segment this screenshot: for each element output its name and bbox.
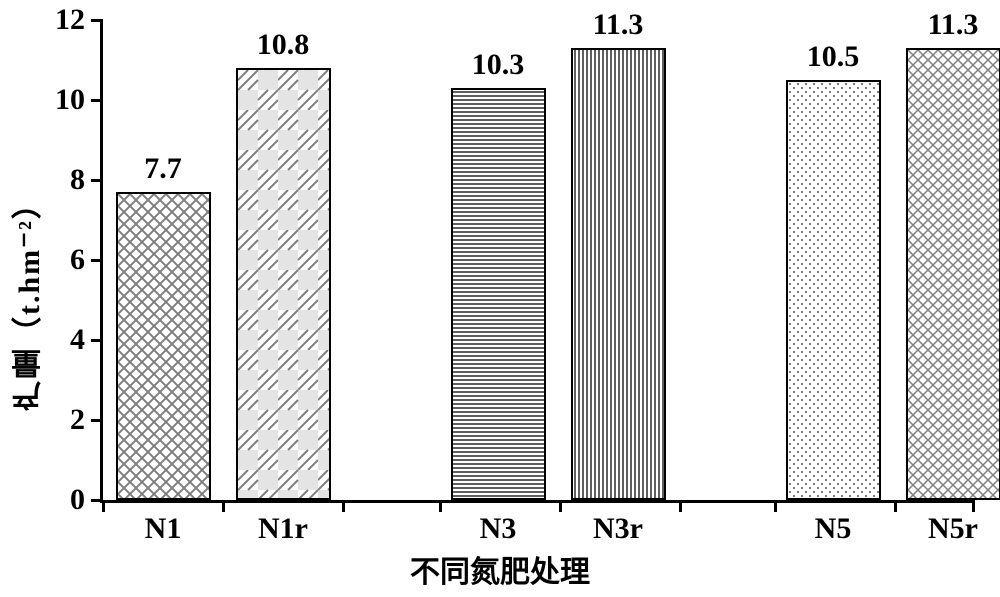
x-tick [894,500,897,512]
x-category-label: N3 [480,500,517,546]
x-tick [342,500,345,512]
bar-N3r [571,48,666,500]
bar-value-label: 10.5 [807,40,860,74]
bar-N5 [786,80,881,500]
x-tick [774,500,777,512]
y-axis-label: 产量（t.hm⁻²） [8,187,52,411]
bar-value-label: 7.7 [144,152,182,186]
bar-value-label: 11.3 [928,8,979,42]
y-tick-label: 10 [55,83,103,117]
y-tick-label: 2 [70,403,103,437]
x-tick [439,500,442,512]
y-tick-label: 6 [70,243,103,277]
plot-area: 0246810127.7N110.8N1r10.3N311.3N3r10.5N5… [100,20,973,503]
chart-container: 产量（t.hm⁻²） 0246810127.7N110.8N1r10.3N311… [0,0,1000,597]
bar-N1 [116,192,211,500]
y-tick-label: 4 [70,323,103,357]
y-tick-label: 8 [70,163,103,197]
x-tick [559,500,562,512]
bar-value-label: 10.8 [257,28,310,62]
bar-value-label: 11.3 [593,8,644,42]
bar-N3 [451,88,546,500]
bar-N5r [906,48,1000,500]
x-tick [222,500,225,512]
y-tick-label: 0 [70,483,103,517]
x-category-label: N3r [593,500,643,546]
bar-value-label: 10.3 [472,48,525,82]
x-category-label: N5 [815,500,852,546]
x-tick [679,500,682,512]
x-category-label: N5r [928,500,978,546]
bar-N1r [236,68,331,500]
x-category-label: N1r [258,500,308,546]
x-tick [102,500,105,512]
x-category-label: N1 [145,500,182,546]
y-tick-label: 12 [55,3,103,37]
x-axis-label: 不同氮肥处理 [410,547,590,591]
